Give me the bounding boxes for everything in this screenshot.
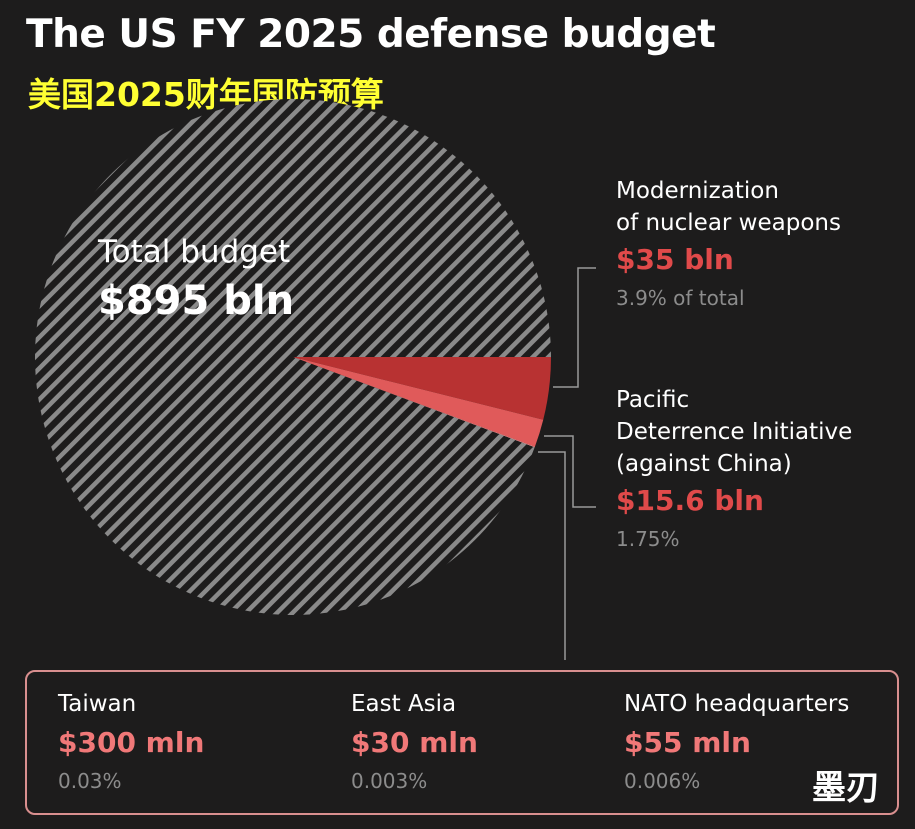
annotation-nuclear-name-line-1: Modernization: [616, 178, 779, 204]
small-item-east-asia: East Asia $30 mln 0.003%: [351, 686, 478, 798]
leader-lines: [538, 267, 596, 660]
annotation-pacific-name-line-2: Deterrence Initiative: [616, 419, 853, 445]
leader-line-nuclear: [553, 267, 596, 388]
leader-line-pacific: [544, 435, 596, 508]
pie-slice-small-items: [293, 357, 535, 448]
small-item-east-asia-name: East Asia: [351, 691, 457, 717]
small-item-nato-share: 0.006%: [624, 769, 701, 793]
small-item-taiwan: Taiwan $300 mln 0.03%: [58, 686, 204, 798]
small-item-taiwan-value: $300 mln: [58, 726, 205, 759]
small-item-east-asia-share: 0.003%: [351, 769, 428, 793]
total-budget-label: Total budget: [98, 234, 291, 270]
total-budget-value: $895 bln: [98, 278, 295, 324]
annotation-nuclear-value: $35 bln: [616, 243, 734, 276]
small-item-taiwan-name: Taiwan: [58, 691, 137, 717]
leader-line-small: [538, 451, 566, 660]
annotation-nuclear: Modernization of nuclear weapons $35 bln…: [616, 175, 841, 315]
annotation-nuclear-name-line-2: of nuclear weapons: [616, 210, 841, 236]
annotation-pacific-value: $15.6 bln: [616, 484, 764, 517]
pie-slice-nuclear: [293, 357, 551, 420]
annotation-pacific: Pacific Deterrence Initiative (against C…: [616, 384, 852, 556]
pie-slice-pacific: [293, 357, 544, 447]
small-item-nato: NATO headquarters $55 mln 0.006%: [624, 686, 849, 798]
watermark-logo: 墨刃: [812, 768, 880, 808]
small-item-nato-name: NATO headquarters: [624, 691, 850, 717]
annotation-pacific-share: 1.75%: [616, 527, 680, 551]
annotation-pacific-name-line-1: Pacific: [616, 387, 690, 413]
pie-slices: [35, 99, 552, 616]
small-item-east-asia-value: $30 mln: [351, 726, 478, 759]
small-allocations-box: Taiwan $300 mln 0.03% East Asia $30 mln …: [25, 670, 899, 815]
annotation-nuclear-share: 3.9% of total: [616, 286, 745, 310]
small-item-nato-value: $55 mln: [624, 726, 751, 759]
pie-slice-rest: [35, 99, 552, 616]
annotation-pacific-name-line-3: (against China): [616, 451, 792, 477]
chart-title: The US FY 2025 defense budget: [26, 12, 716, 57]
small-item-taiwan-share: 0.03%: [58, 769, 122, 793]
